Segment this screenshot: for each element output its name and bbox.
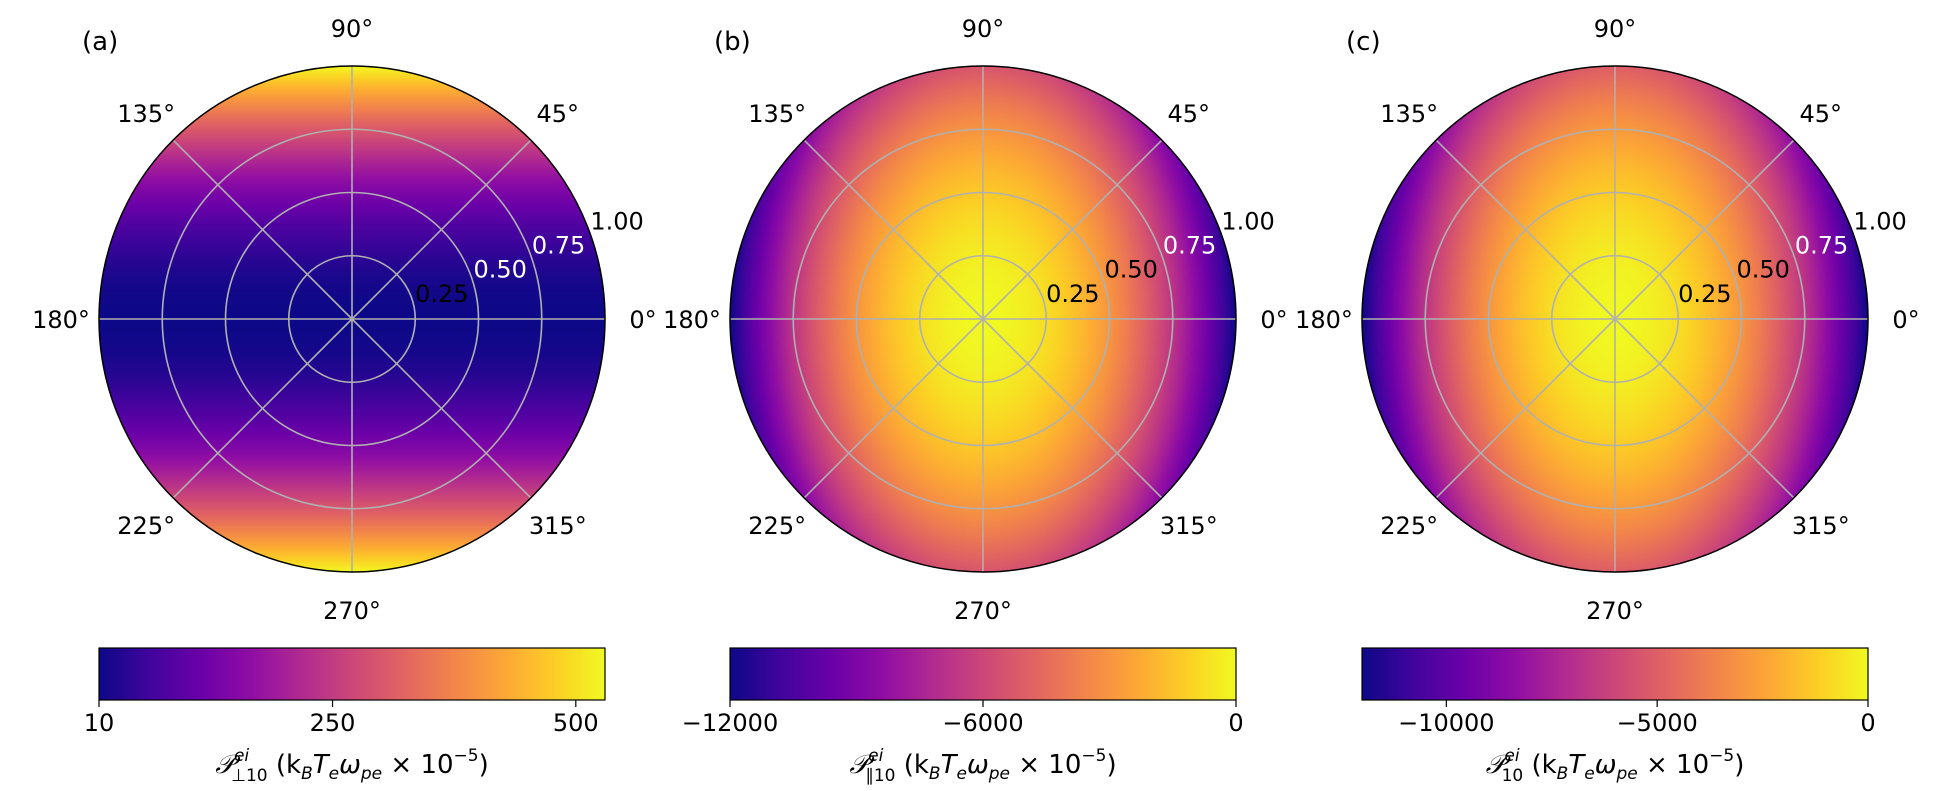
colorbar-tick-label: −10000 bbox=[1398, 709, 1494, 737]
colorbar-a: 10 250 500 𝒫ei ⊥10 (kBTeωpe × 10−5) bbox=[84, 647, 606, 786]
angle-label-180: 180° bbox=[663, 306, 721, 334]
radial-label-0.50: 0.50 bbox=[1737, 256, 1790, 284]
angle-label-0: 0° bbox=[1892, 306, 1919, 334]
grid-spoke bbox=[803, 139, 984, 320]
panel-b: (b) 0° 45° 90° 135° 180° 225° 270° 315° … bbox=[663, 15, 1288, 786]
angle-label-90: 90° bbox=[962, 15, 1005, 43]
radial-label-0.50: 0.50 bbox=[474, 256, 527, 284]
colorbar-c: −10000 −5000 0 𝒫ei 10 (kBTeωpe × 10−5) bbox=[1361, 647, 1876, 786]
colorbar-gradient-b bbox=[729, 647, 1237, 701]
angle-label-225: 225° bbox=[748, 512, 806, 540]
colorbar-tick-label: −12000 bbox=[682, 709, 778, 737]
colorbar-label-c: 𝒫ei 10 (kBTeωpe × 10−5) bbox=[1486, 746, 1745, 786]
polar-grid-b bbox=[730, 66, 1236, 572]
angle-label-270: 270° bbox=[954, 597, 1012, 625]
angle-label-135: 135° bbox=[1380, 100, 1438, 128]
angle-label-135: 135° bbox=[748, 100, 806, 128]
radial-label-0.75: 0.75 bbox=[532, 232, 585, 260]
colorbar-label-a: 𝒫ei ⊥10 (kBTeωpe × 10−5) bbox=[215, 746, 489, 786]
radial-labels-c: 0.25 0.50 0.75 1.00 bbox=[1678, 207, 1907, 308]
polar-frame-b bbox=[729, 65, 1237, 573]
grid-spoke bbox=[351, 318, 532, 499]
radial-label-0.25: 0.25 bbox=[415, 280, 468, 308]
angle-label-135: 135° bbox=[117, 100, 175, 128]
radial-label-0.25: 0.25 bbox=[1678, 280, 1731, 308]
colorbar-b: −12000 −6000 0 𝒫ei ∥10 (kBTeωpe × 10−5) bbox=[682, 647, 1244, 786]
polar-grid-a bbox=[99, 66, 605, 572]
angle-label-45: 45° bbox=[537, 100, 580, 128]
grid-spoke bbox=[1614, 318, 1795, 499]
polar-frame-c bbox=[1361, 65, 1869, 573]
angle-labels-b: 0° 45° 90° 135° 180° 225° 270° 315° bbox=[663, 15, 1288, 625]
panel-c-label: (c) bbox=[1346, 27, 1381, 57]
angle-label-225: 225° bbox=[117, 512, 175, 540]
colorbar-tick-label: 0 bbox=[1860, 709, 1875, 737]
radial-label-1.00: 1.00 bbox=[590, 207, 643, 235]
angle-labels-a: 0° 45° 90° 135° 180° 225° 270° 315° bbox=[32, 15, 657, 625]
angle-labels-c: 0° 45° 90° 135° 180° 225° 270° 315° bbox=[1295, 15, 1920, 625]
colorbar-tick-label: 0 bbox=[1228, 709, 1243, 737]
angle-label-45: 45° bbox=[1800, 100, 1843, 128]
grid-spoke bbox=[1435, 139, 1616, 320]
panel-a-label: (a) bbox=[82, 27, 118, 57]
colorbar-tick-label: 10 bbox=[84, 709, 115, 737]
angle-label-315: 315° bbox=[529, 512, 587, 540]
radial-labels-a: 0.25 0.50 0.75 1.00 bbox=[415, 207, 644, 308]
grid-spoke bbox=[982, 139, 1163, 320]
grid-spoke bbox=[982, 318, 1163, 499]
grid-spoke bbox=[803, 318, 984, 499]
angle-label-45: 45° bbox=[1168, 100, 1211, 128]
colorbar-tick-label: −5000 bbox=[1617, 709, 1698, 737]
colorbar-gradient-c bbox=[1361, 647, 1869, 701]
grid-spoke bbox=[1435, 318, 1616, 499]
colorbar-tick-label: 250 bbox=[310, 709, 356, 737]
radial-label-0.75: 0.75 bbox=[1163, 232, 1216, 260]
grid-spoke bbox=[172, 139, 353, 320]
colorbar-label-b: 𝒫ei ∥10 (kBTeωpe × 10−5) bbox=[849, 746, 1116, 786]
polar-frame-a bbox=[98, 65, 606, 573]
angle-label-270: 270° bbox=[323, 597, 381, 625]
angle-label-180: 180° bbox=[32, 306, 90, 334]
radial-label-1.00: 1.00 bbox=[1221, 207, 1274, 235]
angle-label-90: 90° bbox=[331, 15, 374, 43]
angle-label-315: 315° bbox=[1792, 512, 1850, 540]
colorbar-tick-label: 500 bbox=[553, 709, 599, 737]
radial-labels-b: 0.25 0.50 0.75 1.00 bbox=[1046, 207, 1275, 308]
grid-spoke bbox=[1614, 139, 1795, 320]
radial-label-0.75: 0.75 bbox=[1795, 232, 1848, 260]
colorbar-gradient-a bbox=[98, 647, 606, 701]
panel-c: (c) 0° 45° 90° 135° 180° 225° 270° 315° … bbox=[1295, 15, 1920, 786]
grid-spoke bbox=[351, 139, 532, 320]
grid-spoke bbox=[172, 318, 353, 499]
angle-label-0: 0° bbox=[1260, 306, 1287, 334]
polar-grid-c bbox=[1362, 66, 1868, 572]
radial-label-0.25: 0.25 bbox=[1046, 280, 1099, 308]
angle-label-270: 270° bbox=[1586, 597, 1644, 625]
colorbar-tick-label: −6000 bbox=[942, 709, 1023, 737]
radial-label-1.00: 1.00 bbox=[1853, 207, 1906, 235]
angle-label-0: 0° bbox=[629, 306, 656, 334]
radial-label-0.50: 0.50 bbox=[1105, 256, 1158, 284]
panel-a: (a) 0° 45° 90° 135° 180° 225° 270° 315° … bbox=[32, 15, 657, 786]
angle-label-225: 225° bbox=[1380, 512, 1438, 540]
panel-b-label: (b) bbox=[714, 27, 751, 57]
angle-label-90: 90° bbox=[1594, 15, 1637, 43]
angle-label-315: 315° bbox=[1160, 512, 1218, 540]
angle-label-180: 180° bbox=[1295, 306, 1353, 334]
